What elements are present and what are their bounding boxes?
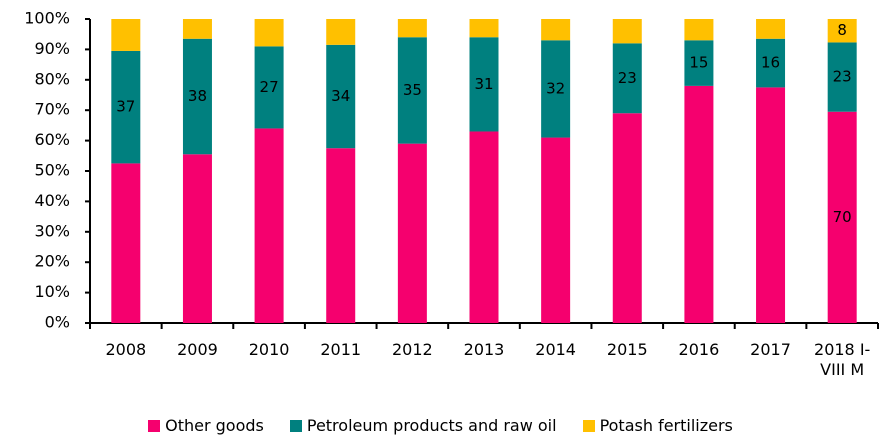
legend-label: Potash fertilizers <box>599 416 733 435</box>
data-label: 8 <box>837 21 847 39</box>
legend-item: Potash fertilizers <box>582 416 733 435</box>
legend-label: Other goods <box>165 416 264 435</box>
x-tick-label: 2008 <box>105 340 147 359</box>
x-tick-label: 2011 <box>320 340 362 359</box>
bar-segment <box>182 38 212 155</box>
data-label: 16 <box>761 54 780 72</box>
bar-segment <box>541 40 571 138</box>
x-tick-label: 2010 <box>248 340 290 359</box>
data-label: 38 <box>188 87 207 105</box>
bar-segment <box>827 111 857 323</box>
bar-segment <box>469 131 499 323</box>
data-label: 15 <box>689 54 708 72</box>
bar-segment <box>111 50 141 164</box>
bar-segment <box>397 37 427 144</box>
y-tick-label: 90% <box>34 39 70 58</box>
bar-segment <box>612 113 642 324</box>
bar-segment <box>756 38 786 88</box>
bar-segment <box>397 143 427 323</box>
bar-segment <box>182 154 212 323</box>
legend-swatch <box>289 419 302 432</box>
bar-segment <box>612 19 642 44</box>
legend-label: Petroleum products and raw oil <box>306 416 557 435</box>
legend-swatch <box>148 419 161 432</box>
bar-segment <box>326 148 356 323</box>
bar-segment <box>684 19 714 41</box>
data-label: 23 <box>618 69 637 87</box>
bar-segment <box>756 87 786 324</box>
data-label: 32 <box>546 79 565 97</box>
bar-segment <box>254 19 284 47</box>
bar-segment <box>254 46 284 129</box>
data-label: 23 <box>833 68 852 86</box>
bar-segment <box>111 163 141 323</box>
x-tick-label: 2016 <box>678 340 720 359</box>
y-tick-label: 40% <box>34 191 70 210</box>
bar-segment <box>684 40 714 86</box>
bar-segment <box>827 42 857 112</box>
y-tick-label: 10% <box>34 282 70 301</box>
x-tick-label: 2013 <box>463 340 505 359</box>
bar-segment <box>541 137 571 323</box>
data-label: 35 <box>403 81 422 99</box>
y-tick-label: 0% <box>45 313 70 332</box>
data-label: 37 <box>116 98 135 116</box>
x-tick-label: 2015 <box>606 340 648 359</box>
data-label: 70 <box>833 208 852 226</box>
y-tick-label: 30% <box>34 221 70 240</box>
y-tick-label: 20% <box>34 252 70 271</box>
legend: Other goods Petroleum products and raw oi… <box>0 416 881 435</box>
bar-segment <box>469 37 499 132</box>
data-label: 27 <box>260 78 279 96</box>
bar-segment <box>326 19 356 45</box>
bar-segment <box>397 19 427 38</box>
legend-swatch <box>582 419 595 432</box>
bar-segment <box>684 85 714 323</box>
bar-segment <box>326 44 356 149</box>
bar-segment <box>827 19 857 43</box>
data-label: 34 <box>331 87 350 105</box>
x-tick-label: 2012 <box>392 340 433 359</box>
bar-segment <box>182 19 212 39</box>
legend-item: Other goods <box>148 416 264 435</box>
y-tick-label: 50% <box>34 161 70 180</box>
data-label: 31 <box>474 75 493 93</box>
bar-segment <box>756 19 786 39</box>
y-tick-label: 80% <box>34 69 70 88</box>
y-tick-label: 70% <box>34 100 70 119</box>
x-tick-label: 2009 <box>177 340 218 359</box>
y-tick-label: 100% <box>24 9 70 28</box>
x-tick-label: 2014 <box>535 340 576 359</box>
x-tick-label: 2017 <box>750 340 791 359</box>
bar-segment <box>111 19 141 51</box>
bar-segment <box>469 19 499 38</box>
y-tick-label: 60% <box>34 130 70 149</box>
legend-item: Petroleum products and raw oil <box>289 416 557 435</box>
x-tick-label: 2018 I-VIII M <box>814 340 871 379</box>
bar-segment <box>254 128 284 323</box>
bar-segment <box>612 43 642 114</box>
bar-segment <box>541 19 571 41</box>
